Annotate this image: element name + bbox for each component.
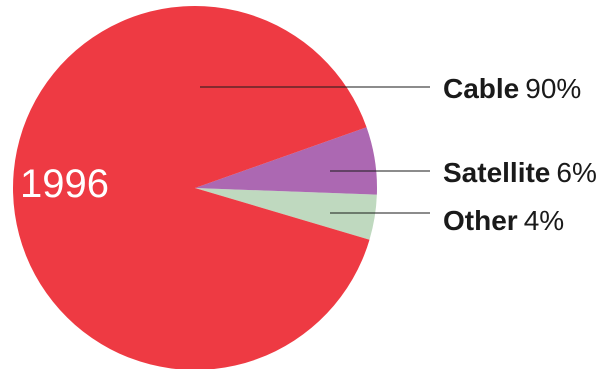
slice-value-satellite: 6% [556, 157, 596, 188]
slice-labels: Cable 90% Satellite 6% Other 4% [443, 73, 597, 236]
slice-name-other: Other [443, 205, 518, 236]
pie-slices [13, 5, 377, 369]
slice-label-other: Other 4% [443, 205, 564, 236]
slice-other [195, 188, 377, 240]
slice-satellite [195, 127, 377, 195]
slice-name-satellite: Satellite [443, 157, 550, 188]
slice-label-cable: Cable 90% [443, 73, 581, 104]
slice-name-cable: Cable [443, 73, 519, 104]
leader-lines [200, 86, 430, 214]
slice-value-cable: 90% [525, 73, 581, 104]
slice-label-satellite: Satellite 6% [443, 157, 597, 188]
slice-cable [13, 5, 370, 369]
year-label: 1996 [20, 162, 109, 206]
slice-value-other: 4% [524, 205, 564, 236]
